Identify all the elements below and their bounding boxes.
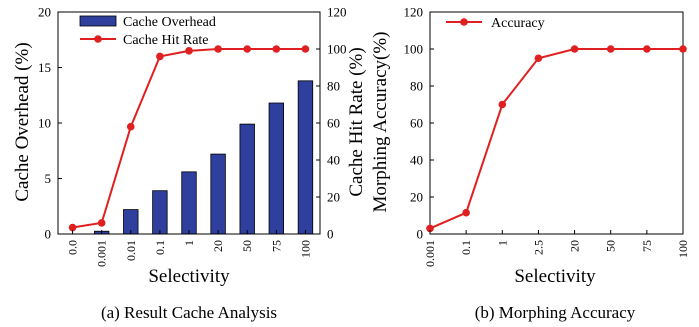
chart-a-legend: Cache Overhead Cache Hit Rate xyxy=(79,15,216,48)
right-tick-label-120: 120 xyxy=(327,5,347,20)
chart-b-ylabel: Morphing Accuracy(%) xyxy=(370,32,391,213)
x-tick-label-0-1: 0.1 xyxy=(459,240,473,255)
right-tick-label-60: 60 xyxy=(327,116,340,131)
accuracy-point-0-1 xyxy=(462,208,470,217)
x-tick-label-0-0: 0.0 xyxy=(66,240,80,255)
left-tick-label-15: 15 xyxy=(38,60,51,75)
accuracy-point-2-5 xyxy=(534,54,543,63)
hit-rate-point-75 xyxy=(272,45,281,53)
chart-b-axes xyxy=(429,11,684,235)
x-tick-label-0-01: 0.01 xyxy=(124,240,138,261)
accuracy-point-50 xyxy=(606,45,615,53)
chart-a-left-ticks: 0 5 10 15 20 xyxy=(38,5,62,242)
chart-b-xlabel: Selectivity xyxy=(514,266,596,287)
accuracy-point-20 xyxy=(570,45,579,53)
x-tick-label-0-001: 0.001 xyxy=(423,240,437,267)
plot-frame xyxy=(429,11,684,235)
x-tick-label-20: 20 xyxy=(211,240,225,252)
y-tick-label-20: 20 xyxy=(410,190,423,205)
hit-rate-point-1 xyxy=(185,47,193,55)
legend-label-cache-overhead: Cache Overhead xyxy=(123,15,216,30)
left-tick-label-10: 10 xyxy=(38,116,51,131)
hit-rate-point-0-01 xyxy=(126,122,135,131)
chart-a-x-ticks: 0.0 0.001 0.01 0.1 1 20 50 75 100 xyxy=(66,230,312,267)
bar-20 xyxy=(210,153,226,235)
hit-rate-point-0-0 xyxy=(68,223,77,232)
bar-0-1 xyxy=(152,190,168,235)
x-tick-label-75: 75 xyxy=(640,240,654,252)
y-tick-label-0: 0 xyxy=(417,227,424,242)
y-tick-label-80: 80 xyxy=(410,79,423,94)
accuracy-line xyxy=(429,48,683,230)
left-tick-label-0: 0 xyxy=(45,227,52,242)
chart-a-bars xyxy=(93,80,314,235)
legend-marker-cache-hit-rate xyxy=(94,35,102,43)
chart-b-legend: Accuracy xyxy=(446,16,545,31)
hit-rate-point-20 xyxy=(214,45,222,53)
chart-b: 0 20 40 60 80 100 120 0.001 0.1 1 2.5 20 50 75 100 Ac… xyxy=(370,5,690,323)
x-tick-label-0-1: 0.1 xyxy=(153,240,167,255)
x-tick-label-1: 1 xyxy=(495,240,509,246)
x-tick-label-50: 50 xyxy=(604,240,618,252)
x-tick-label-100: 100 xyxy=(298,240,312,258)
right-tick-label-80: 80 xyxy=(327,79,340,94)
y-tick-label-100: 100 xyxy=(404,42,424,57)
x-tick-label-2-5: 2.5 xyxy=(531,240,545,255)
bar-1 xyxy=(181,171,197,235)
bar-75 xyxy=(268,102,285,235)
chart-a-line xyxy=(68,45,310,232)
right-tick-label-40: 40 xyxy=(327,153,340,168)
x-tick-label-50: 50 xyxy=(240,240,254,252)
x-tick-label-100: 100 xyxy=(676,240,690,258)
y-tick-label-60: 60 xyxy=(410,116,423,131)
hit-rate-point-50 xyxy=(243,45,252,53)
legend-swatch-cache-overhead xyxy=(79,15,117,27)
legend-marker-accuracy xyxy=(460,18,468,26)
accuracy-point-100 xyxy=(679,45,687,53)
right-tick-label-100: 100 xyxy=(327,42,347,57)
chart-a-xlabel: Selectivity xyxy=(148,266,230,287)
chart-b-caption: (b) Morphing Accuracy xyxy=(475,303,636,322)
x-tick-label-0-001: 0.001 xyxy=(95,240,109,267)
bar-100 xyxy=(297,80,314,235)
hit-rate-point-0-1 xyxy=(156,52,164,61)
legend-label-cache-hit-rate: Cache Hit Rate xyxy=(123,33,209,48)
accuracy-point-1 xyxy=(498,100,507,109)
accuracy-point-75 xyxy=(643,45,651,53)
chart-a-right-ticks: 0 20 40 60 80 100 120 xyxy=(316,5,347,242)
y-tick-label-40: 40 xyxy=(410,153,423,168)
x-tick-label-20: 20 xyxy=(568,240,582,252)
chart-b-y-ticks: 0 20 40 60 80 100 120 xyxy=(404,5,434,242)
hit-rate-point-0-001 xyxy=(97,219,106,227)
chart-a-ylabel: Cache Overhead (%) xyxy=(12,42,33,201)
hit-rate-point-100 xyxy=(301,45,310,53)
chart-b-line xyxy=(426,45,687,233)
chart-b-x-ticks: 0.001 0.1 1 2.5 20 50 75 100 xyxy=(423,230,690,267)
y-tick-label-120: 120 xyxy=(404,5,424,20)
right-tick-label-20: 20 xyxy=(327,190,340,205)
right-tick-label-0: 0 xyxy=(327,227,334,242)
x-tick-label-75: 75 xyxy=(269,240,283,252)
chart-a-y2label: Cache Hit Rate (%) xyxy=(346,47,367,196)
chart-a-caption: (a) Result Cache Analysis xyxy=(101,303,277,322)
accuracy-point-0-001 xyxy=(426,224,434,233)
bar-50 xyxy=(239,123,255,235)
left-tick-label-20: 20 xyxy=(38,5,51,20)
x-tick-label-1: 1 xyxy=(182,240,196,246)
left-tick-label-5: 5 xyxy=(45,171,52,186)
legend-label-accuracy: Accuracy xyxy=(491,16,545,31)
